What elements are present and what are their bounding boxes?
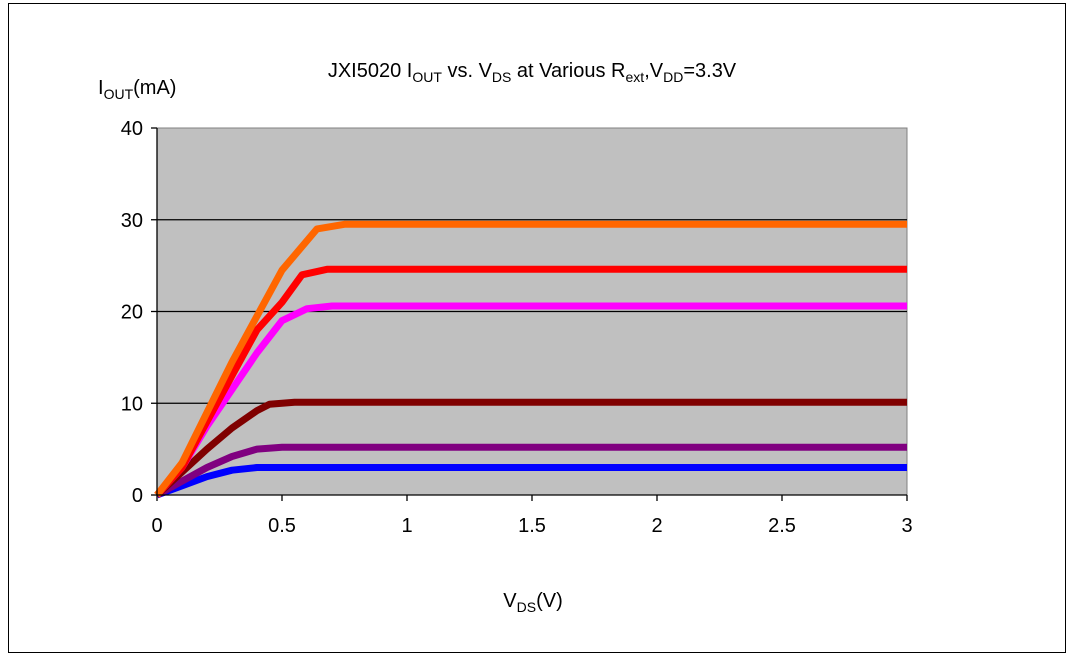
y-label-main: I: [98, 77, 104, 99]
title-subscript: ext: [626, 69, 645, 85]
x-tick-label: 1: [401, 515, 412, 537]
series-line-3: [154, 398, 907, 498]
y-label-subscript: OUT: [104, 86, 134, 102]
title-part: ,V: [644, 60, 664, 82]
title-part: vs. V: [442, 60, 493, 82]
title-subscript: DS: [492, 69, 511, 85]
title-part: =3.3V: [683, 60, 736, 82]
title-subscript: DD: [663, 69, 683, 85]
x-label-subscript: DS: [517, 599, 536, 615]
y-tick-label: 20: [121, 302, 143, 324]
x-axis-label: VDS(V): [503, 590, 562, 615]
y-tick-label: 30: [121, 210, 143, 232]
x-tick-label: 2.5: [768, 515, 796, 537]
chart-title: JXI5020 IOUT vs. VDS at Various Rext,VDD…: [328, 60, 737, 85]
title-part: at Various R: [511, 60, 625, 82]
x-tick-label: 0.5: [268, 515, 296, 537]
axes: [151, 127, 908, 501]
title-part: JXI5020 I: [328, 60, 413, 82]
x-label-unit: (V): [536, 590, 563, 612]
title-subscript: OUT: [412, 69, 442, 85]
series-line-1: [155, 464, 907, 499]
x-tick-label: 0: [151, 515, 162, 537]
series-line-6: [154, 220, 907, 498]
x-tick-label: 1.5: [518, 515, 546, 537]
x-tick-label: 2: [651, 515, 662, 537]
y-tick-label: 0: [132, 485, 143, 507]
series-lines: [154, 220, 907, 499]
x-tick-label: 3: [901, 515, 912, 537]
tick-labels: 0 10 20 30 40 0 0.5 1 1.5 2 2.5 3: [121, 118, 913, 537]
y-axis-label: IOUT(mA): [98, 77, 176, 102]
y-tick-label: 10: [121, 393, 143, 415]
y-label-unit: (mA): [133, 77, 176, 99]
x-label-main: V: [503, 590, 517, 612]
y-tick-label: 40: [121, 118, 143, 140]
series-line-2: [155, 443, 907, 499]
